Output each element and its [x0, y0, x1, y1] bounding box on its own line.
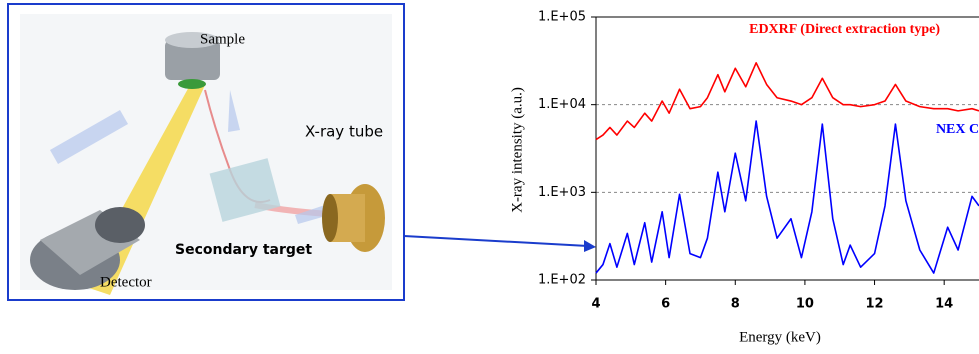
label-target: Secondary target	[175, 242, 312, 258]
x-axis-title: Energy (keV)	[739, 329, 821, 345]
connector	[403, 235, 589, 247]
x-tick-label: 10	[796, 297, 814, 312]
y-tick-label: 1.E+03	[538, 185, 586, 200]
series-label: EDXRF (Direct extraction type)	[749, 22, 940, 37]
y-tick-label: 1.E+02	[538, 273, 586, 288]
label-tube: X-ray tube	[305, 123, 383, 141]
x-tick-label: 14	[935, 297, 953, 312]
x-tick-label: 12	[865, 297, 883, 312]
y-axis-title: X-ray intensity (a.u.)	[509, 87, 525, 213]
label-sample: Sample	[200, 31, 245, 47]
y-tick-label: 1.E+04	[538, 97, 586, 112]
label-detector: Detector	[100, 274, 152, 290]
series-line	[595, 62, 979, 141]
y-tick-label: 1.E+05	[538, 10, 586, 25]
series-line	[595, 120, 979, 274]
series-label: NEX CG	[936, 122, 979, 137]
x-tick-label: 4	[591, 297, 600, 312]
diagram-art	[20, 14, 392, 295]
x-tick-label: 6	[661, 297, 670, 312]
x-tick-label: 8	[731, 297, 740, 312]
connector-head	[584, 240, 596, 252]
